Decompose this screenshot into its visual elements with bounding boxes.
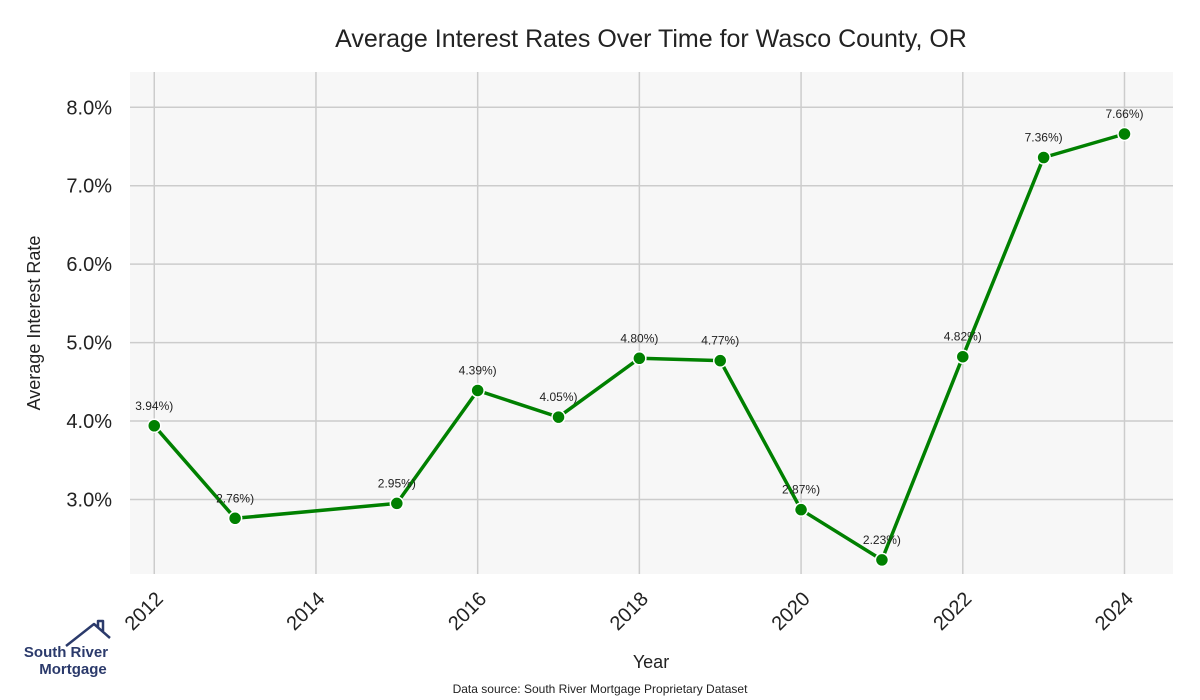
data-point <box>874 552 890 568</box>
x-tick-label: 2022 <box>929 588 976 635</box>
data-point <box>1036 150 1051 165</box>
x-tick-label: 2020 <box>768 588 815 635</box>
grid <box>130 72 1173 574</box>
data-label: 3.94%) <box>135 399 173 413</box>
x-axis-ticks: 2012 2014 2016 2018 2020 2022 2024 <box>121 588 1138 635</box>
y-tick-label: 7.0% <box>66 176 112 198</box>
data-point <box>712 353 728 368</box>
y-tick-label: 8.0% <box>66 97 112 119</box>
data-point <box>470 383 485 398</box>
x-tick-label: 2024 <box>1091 588 1138 635</box>
x-axis-label: Year <box>633 652 669 672</box>
y-tick-label: 6.0% <box>66 254 112 276</box>
data-label: 7.66%) <box>1105 107 1143 121</box>
data-point <box>1117 126 1132 142</box>
data-label: 2.95%) <box>378 476 416 490</box>
data-label: 4.05%) <box>540 390 578 404</box>
data-source-note: Data source: South River Mortgage Propri… <box>453 682 748 696</box>
series-line <box>152 132 1125 562</box>
y-tick-label: 5.0% <box>66 333 112 355</box>
logo: South River Mortgage <box>24 619 111 678</box>
data-point <box>632 351 647 366</box>
y-tick-label: 3.0% <box>66 489 112 511</box>
data-label: 4.80%) <box>620 331 658 345</box>
data-point <box>551 409 566 425</box>
series-interest-rate <box>147 126 1132 568</box>
data-label: 4.39%) <box>459 363 497 377</box>
x-tick-label: 2016 <box>444 588 491 635</box>
data-label: 2.76%) <box>216 491 254 505</box>
data-label: 7.36%) <box>1025 130 1063 144</box>
plot-area <box>130 72 1173 574</box>
x-tick-label: 2018 <box>606 588 653 635</box>
y-axis-ticks: 3.0% 4.0% 5.0% 6.0% 7.0% 8.0% <box>66 97 112 511</box>
data-point <box>793 502 809 517</box>
y-tick-label: 4.0% <box>66 411 112 433</box>
data-label: 4.82%) <box>944 330 982 344</box>
data-labels: 3.94%) 2.76%) 2.95%) 4.39%) 4.05%) 4.80%) 4.77… <box>135 107 1143 547</box>
chart-title: Average Interest Rates Over Time for Was… <box>335 25 967 53</box>
data-point <box>227 511 243 526</box>
data-label: 2.87%) <box>782 483 820 497</box>
x-tick-label: 2014 <box>282 588 329 635</box>
y-axis-label: Average Interest Rate <box>24 236 44 411</box>
house-roof-icon <box>65 619 111 647</box>
data-label: 2.23%) <box>863 533 901 547</box>
logo-text-line2: Mortgage <box>39 661 107 678</box>
data-point <box>389 496 405 511</box>
data-label: 4.77%) <box>701 334 739 348</box>
data-point <box>147 418 162 434</box>
x-tick-label: 2012 <box>121 588 168 635</box>
data-point <box>955 349 971 364</box>
logo-text-line1: South River <box>24 644 108 661</box>
